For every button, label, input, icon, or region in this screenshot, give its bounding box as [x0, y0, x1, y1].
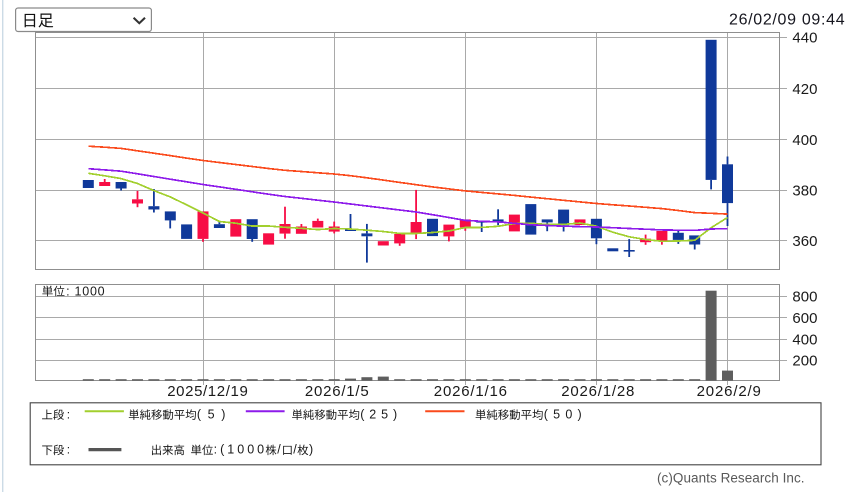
svg-text::: : — [67, 407, 70, 421]
svg-text:): ) — [309, 443, 313, 457]
svg-text:380: 380 — [792, 183, 817, 200]
svg-text:440: 440 — [792, 30, 817, 47]
svg-text:800: 800 — [792, 289, 817, 306]
svg-text:400: 400 — [792, 132, 817, 149]
svg-text:2026/1/5: 2026/1/5 — [305, 383, 369, 400]
svg-text:2025/12/19: 2025/12/19 — [167, 383, 248, 400]
svg-text:2026/1/28: 2026/1/28 — [561, 383, 634, 400]
svg-text:200: 200 — [792, 353, 817, 370]
svg-text:2026/1/16: 2026/1/16 — [434, 383, 507, 400]
svg-text:400: 400 — [792, 331, 817, 348]
svg-text:600: 600 — [792, 310, 817, 327]
svg-text:420: 420 — [792, 81, 817, 98]
svg-text:2026/2/9: 2026/2/9 — [697, 383, 761, 400]
svg-text:/: / — [293, 443, 297, 457]
svg-text:26/02/09 09:44: 26/02/09 09:44 — [729, 12, 845, 29]
svg-text::: : — [67, 443, 70, 457]
svg-text:360: 360 — [792, 233, 817, 250]
svg-text::(1000: :(1000 — [214, 443, 265, 457]
svg-text:: 1000: : 1000 — [66, 284, 105, 298]
svg-text:/: / — [277, 443, 281, 457]
svg-text:(c)Quants Research Inc.: (c)Quants Research Inc. — [657, 471, 805, 486]
